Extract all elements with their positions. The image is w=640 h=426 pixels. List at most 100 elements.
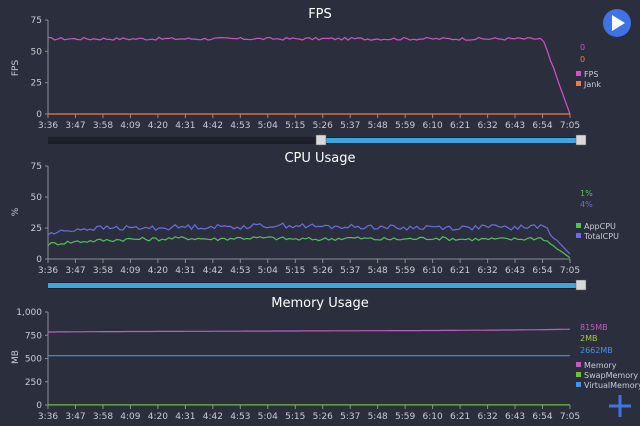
- x-tick-label: 5:59: [395, 412, 415, 422]
- y-tick-label: 250: [25, 378, 42, 388]
- cpu-chart: CPU Usage % 75 50 25 0 3:36 3:47 3:58 4:09 4:20…: [11, 151, 619, 276]
- play-icon: [612, 15, 625, 31]
- memory-legend-label: Memory: [584, 361, 617, 370]
- y-tick-label: 750: [25, 331, 42, 341]
- x-tick-label: 4:42: [203, 412, 223, 422]
- x-tick-label: 5:37: [340, 266, 360, 276]
- fps-chart-title: FPS: [308, 7, 332, 22]
- x-tick-label: 3:36: [38, 121, 58, 131]
- x-tick-label: 6:32: [477, 412, 497, 422]
- x-tick-label: 3:58: [93, 266, 113, 276]
- memory-x-ticks: 3:36 3:47 3:58 4:09 4:20 4:31 4:42 4:53 5:04 5:15…: [38, 404, 580, 422]
- x-tick-label: 6:54: [532, 412, 552, 422]
- y-tick-label: 25: [31, 224, 42, 234]
- virtual-current-value: 2662MB: [580, 346, 613, 355]
- x-tick-label: 6:43: [505, 412, 525, 422]
- x-tick-label: 5:04: [258, 412, 278, 422]
- jank-legend-swatch: [576, 81, 581, 86]
- y-tick-label: 0: [36, 255, 42, 265]
- x-tick-label: 4:09: [120, 266, 140, 276]
- x-tick-label: 4:20: [148, 121, 168, 131]
- fps-slider-right-handle[interactable]: [575, 134, 587, 146]
- y-tick-label: 1,000: [16, 308, 42, 318]
- cpu-y-axis-label: %: [11, 207, 21, 216]
- totalcpu-legend-label: TotalCPU: [583, 232, 619, 241]
- x-tick-label: 5:59: [395, 266, 415, 276]
- memory-legend-swatch: [576, 362, 581, 367]
- memory-chart: Memory Usage MB 1,000 750 500 250 0 3:36 3:47…: [11, 296, 640, 422]
- x-tick-label: 4:31: [175, 121, 195, 131]
- swap-current-value: 2MB: [580, 334, 597, 343]
- x-tick-label: 6:32: [477, 266, 497, 276]
- y-tick-label: 75: [31, 16, 42, 26]
- x-tick-label: 5:48: [368, 412, 388, 422]
- x-tick-label: 6:21: [450, 121, 470, 131]
- x-tick-label: 4:42: [203, 266, 223, 276]
- appcpu-legend-swatch: [576, 223, 581, 228]
- x-tick-label: 3:47: [65, 412, 85, 422]
- series-line-totalcpu: [47, 222, 571, 255]
- fps-x-ticks: 3:36 3:47 3:58 4:09 4:20 4:31 4:42 4:53 5:04 5:15…: [38, 113, 580, 131]
- series-line-appcpu: [47, 236, 571, 259]
- memory-current-value: 815MB: [580, 323, 608, 332]
- series-line-memory: [48, 328, 571, 333]
- x-tick-label: 6:43: [505, 266, 525, 276]
- x-tick-label: 6:43: [505, 121, 525, 131]
- fps-slider-selection: [326, 138, 577, 143]
- x-tick-label: 5:59: [395, 121, 415, 131]
- y-tick-label: 75: [31, 162, 42, 172]
- x-tick-label: 4:31: [175, 266, 195, 276]
- x-tick-label: 6:54: [532, 266, 552, 276]
- y-tick-label: 0: [36, 401, 42, 411]
- x-tick-label: 5:15: [285, 266, 305, 276]
- fps-range-slider[interactable]: [48, 134, 587, 146]
- x-tick-label: 5:48: [368, 266, 388, 276]
- fps-y-ticks: 75 50 25 0: [31, 16, 49, 120]
- series-line-fps: [47, 36, 571, 115]
- x-tick-label: 5:04: [258, 121, 278, 131]
- play-button[interactable]: [603, 9, 631, 37]
- x-tick-label: 4:20: [148, 412, 168, 422]
- x-tick-label: 4:09: [120, 412, 140, 422]
- memory-y-axis-label: MB: [11, 350, 21, 364]
- x-tick-label: 6:32: [477, 121, 497, 131]
- x-tick-label: 3:47: [65, 266, 85, 276]
- x-tick-label: 5:26: [313, 412, 333, 422]
- plus-icon: [609, 395, 631, 417]
- swap-legend-label: SwapMemory: [584, 371, 638, 380]
- add-button[interactable]: [606, 392, 634, 420]
- totalcpu-legend-swatch: [576, 233, 581, 238]
- fps-slider-left-handle[interactable]: [315, 134, 327, 146]
- fps-series-lines: [47, 36, 571, 115]
- virtual-legend-label: VirtualMemory: [584, 381, 640, 390]
- jank-legend-label: Jank: [583, 80, 601, 89]
- x-tick-label: 4:53: [230, 266, 250, 276]
- fps-legend-label: FPS: [584, 70, 599, 79]
- appcpu-legend-label: AppCPU: [584, 222, 616, 231]
- swap-legend-swatch: [576, 372, 581, 377]
- y-tick-label: 500: [25, 355, 42, 365]
- x-tick-label: 3:58: [93, 412, 113, 422]
- totalcpu-current-value: 4%: [580, 200, 593, 209]
- y-tick-label: 0: [36, 110, 42, 120]
- cpu-range-slider[interactable]: [48, 279, 587, 291]
- x-tick-label: 3:47: [65, 121, 85, 131]
- x-tick-label: 6:21: [450, 412, 470, 422]
- x-tick-label: 4:31: [175, 412, 195, 422]
- x-tick-label: 5:26: [313, 266, 333, 276]
- x-tick-label: 5:48: [368, 121, 388, 131]
- fps-chart: FPS FPS 75 50 25 0 3:36 3:47 3:58 4:09 4:20 4:31…: [11, 7, 601, 131]
- x-tick-label: 5:37: [340, 121, 360, 131]
- x-tick-label: 3:58: [93, 121, 113, 131]
- y-tick-label: 50: [31, 193, 43, 203]
- x-tick-label: 5:15: [285, 412, 305, 422]
- cpu-chart-title: CPU Usage: [284, 151, 355, 166]
- virtual-legend-swatch: [576, 382, 581, 387]
- cpu-series-lines: [47, 222, 571, 259]
- x-tick-label: 6:10: [423, 121, 443, 131]
- cpu-slider-right-handle[interactable]: [575, 279, 587, 291]
- memory-chart-title: Memory Usage: [271, 296, 369, 311]
- cpu-slider-selection: [48, 283, 577, 288]
- fps-current-value: 0: [580, 43, 585, 52]
